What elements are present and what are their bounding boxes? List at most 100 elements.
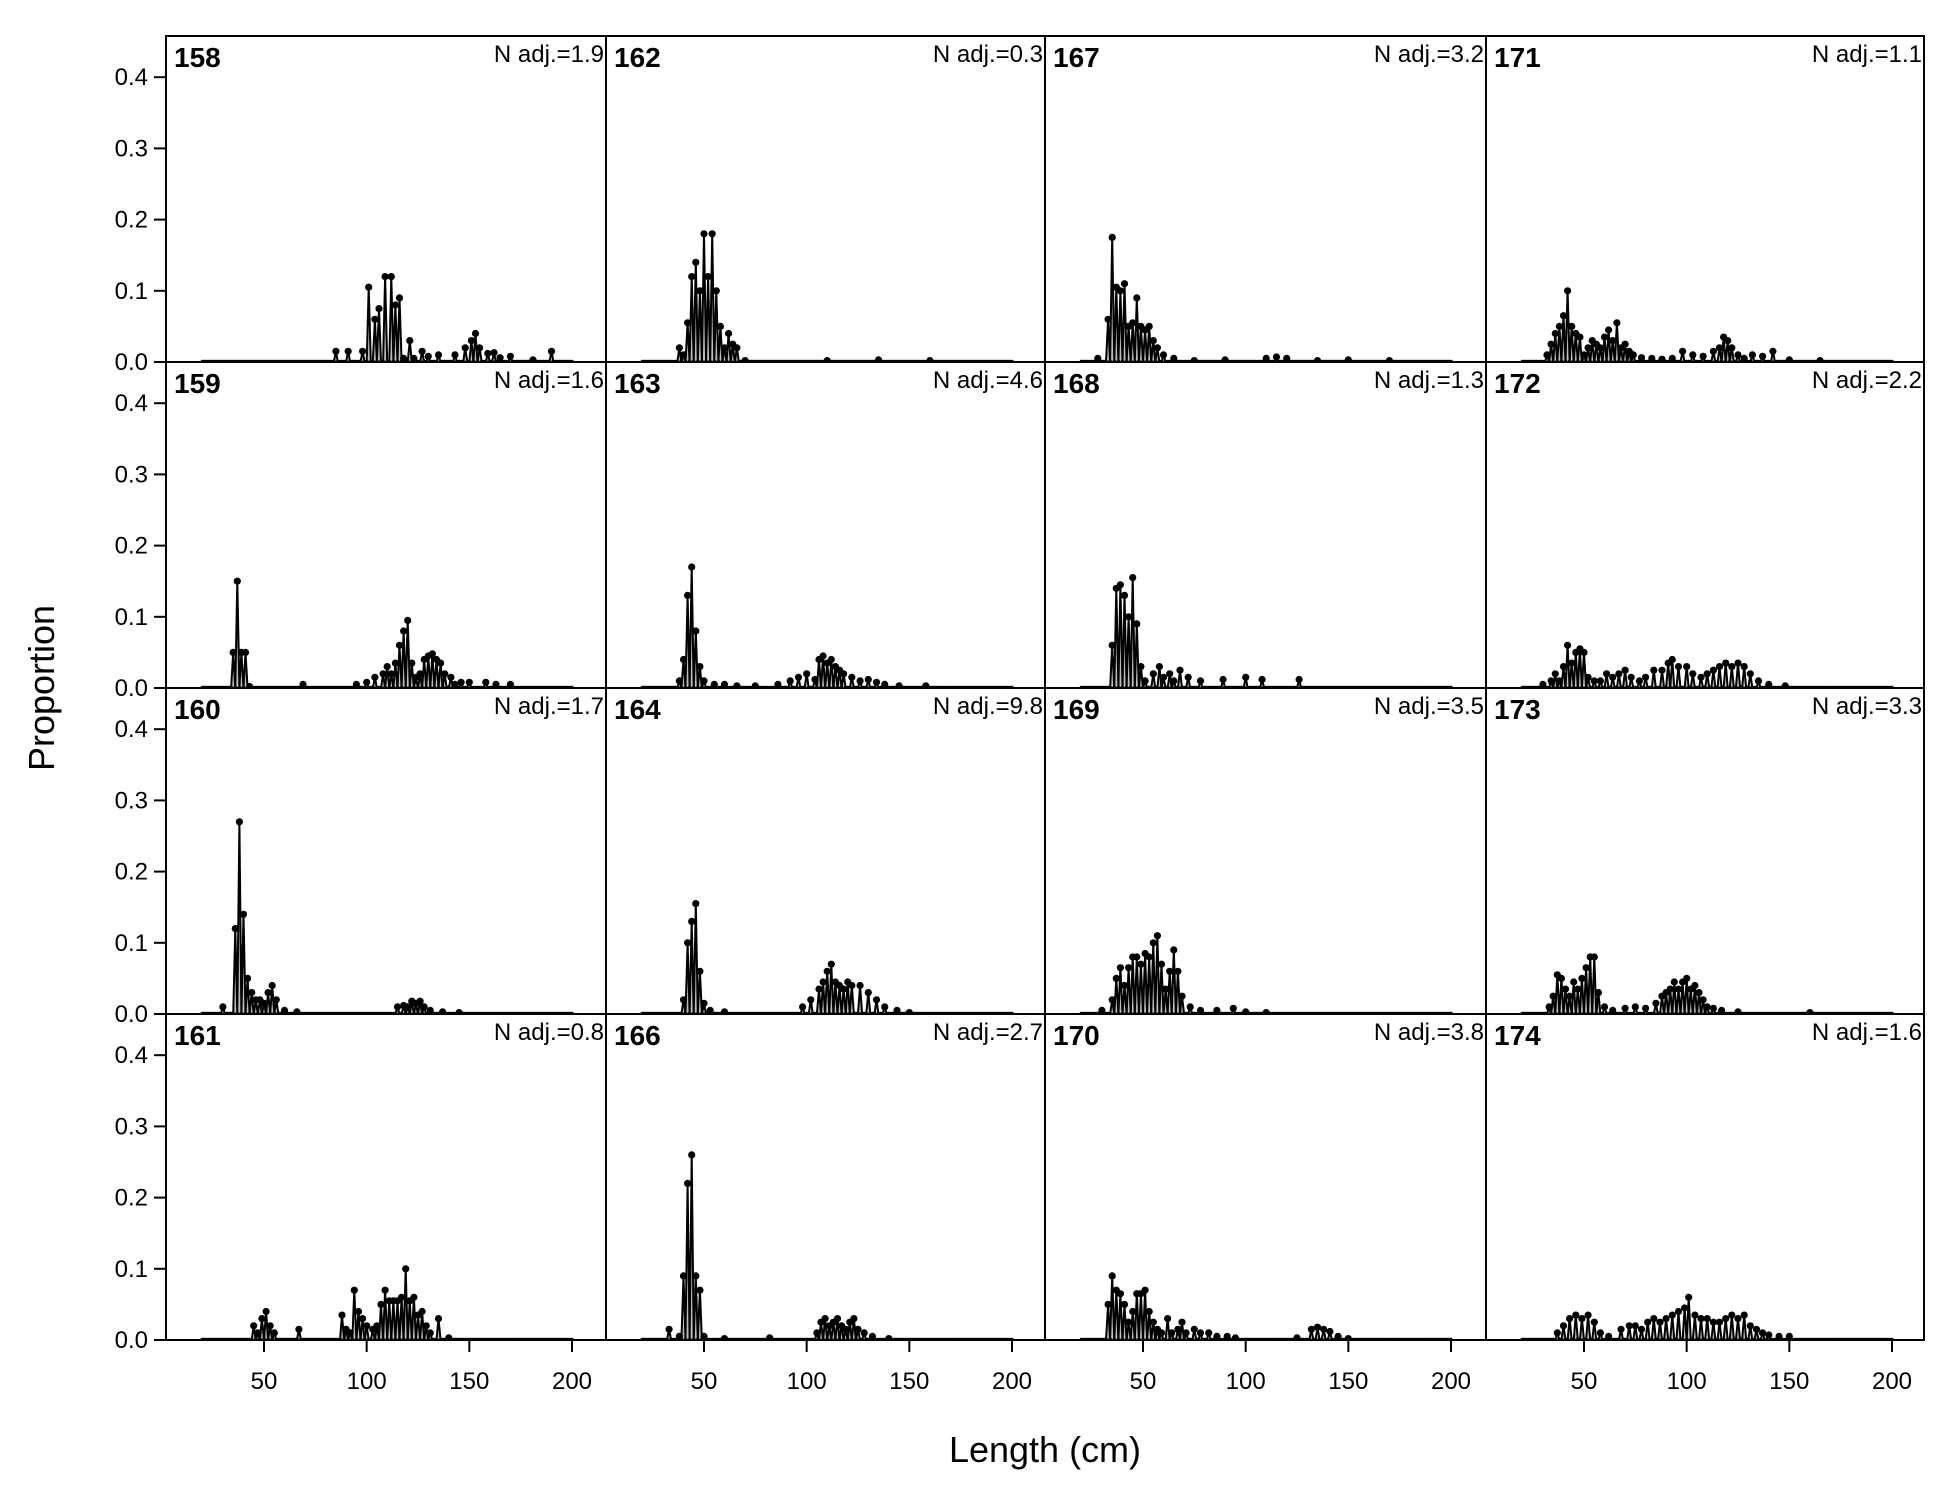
panel-n-adj: N adj.=3.8: [1374, 1019, 1484, 1046]
data-point: [1631, 1322, 1639, 1330]
data-point: [1186, 1003, 1194, 1011]
data-point: [1561, 985, 1570, 993]
panel-173: 173 N adj.=3.3: [1485, 687, 1925, 1015]
data-point: [1166, 967, 1174, 975]
data-point: [1590, 1337, 1595, 1340]
data-point: [1621, 666, 1629, 674]
panel-title: 163: [614, 368, 661, 399]
proportion-area: [1522, 290, 1892, 362]
panel-169: 169 N adj.=3.5: [1044, 687, 1487, 1015]
data-point: [1153, 1337, 1158, 1340]
data-point: [799, 1003, 807, 1011]
data-point: [1652, 999, 1660, 1007]
y-tick-label: 0.4: [115, 716, 148, 743]
data-point: [375, 305, 383, 313]
data-point: [1689, 670, 1697, 678]
y-tick-label: 0.4: [115, 390, 148, 417]
data-point: [428, 650, 436, 658]
panel-161: 161 N adj.=0.8: [165, 1013, 607, 1341]
data-point: [389, 1337, 394, 1340]
x-tick-label: 50: [691, 1368, 718, 1395]
data-point: [1182, 1329, 1190, 1337]
data-point: [422, 1337, 427, 1340]
data-point: [1644, 1318, 1652, 1326]
data-point: [363, 678, 371, 686]
data-point: [262, 1307, 270, 1316]
data-point: [1715, 1337, 1720, 1340]
data-point: [1609, 337, 1617, 345]
panel-frame: [1485, 361, 1925, 689]
data-point: [400, 627, 408, 635]
data-point: [260, 999, 268, 1007]
data-point: [1167, 1337, 1172, 1340]
data-point: [1116, 1337, 1121, 1340]
data-point: [708, 230, 716, 238]
data-point: [1120, 1337, 1125, 1340]
data-point: [1564, 641, 1572, 649]
x-tick-label: 100: [787, 1368, 827, 1395]
data-point: [827, 960, 835, 968]
data-point: [381, 273, 389, 281]
data-point: [371, 315, 379, 323]
data-point: [1153, 932, 1161, 940]
data-point: [1721, 1337, 1726, 1340]
data-point: [679, 655, 688, 664]
data-point: [1690, 1337, 1695, 1340]
data-point: [691, 1337, 696, 1340]
data-point: [1112, 1337, 1117, 1340]
data-point: [856, 677, 864, 685]
data-point: [413, 1337, 419, 1340]
y-tick-label: 0.3: [115, 787, 148, 814]
data-point: [1609, 673, 1617, 681]
data-point: [257, 1337, 263, 1340]
data-point: [249, 1337, 254, 1340]
data-point: [250, 1322, 258, 1330]
data-point: [482, 678, 490, 686]
data-point: [1557, 974, 1565, 983]
panel-title: 166: [614, 1020, 661, 1051]
data-point: [270, 1337, 275, 1340]
proportion-line: [642, 566, 1012, 688]
data-point: [1170, 677, 1178, 685]
data-point: [1163, 1337, 1168, 1340]
data-point: [825, 1337, 830, 1340]
data-point: [1596, 1329, 1604, 1337]
proportion-line: [642, 1154, 1012, 1340]
data-point: [268, 981, 276, 990]
data-point: [441, 670, 449, 678]
x-tick-label: 150: [889, 1368, 929, 1395]
data-point: [1584, 673, 1592, 681]
data-point: [1617, 1325, 1625, 1333]
data-point: [1129, 574, 1137, 582]
data-point: [1596, 344, 1604, 352]
data-point: [1107, 1337, 1113, 1340]
data-point: [856, 981, 864, 990]
panel-title: 171: [1494, 42, 1541, 73]
x-tick-label: 50: [251, 1368, 278, 1395]
data-point: [1184, 673, 1192, 681]
data-point: [688, 563, 696, 571]
data-point: [235, 818, 243, 826]
data-point: [1625, 1322, 1633, 1330]
data-point: [372, 1337, 378, 1340]
data-point: [1553, 1329, 1561, 1337]
data-point: [1129, 319, 1137, 327]
data-point: [1173, 1337, 1179, 1340]
data-point: [1635, 677, 1643, 685]
data-point: [1176, 666, 1184, 674]
data-point: [848, 673, 856, 681]
y-tick-label: 0.4: [115, 64, 148, 91]
data-point: [398, 1293, 406, 1301]
data-point: [365, 283, 373, 291]
data-point: [1752, 1337, 1757, 1340]
data-point: [1715, 663, 1724, 671]
proportion-line: [202, 821, 572, 1014]
data-point: [1740, 663, 1748, 671]
data-point: [362, 1337, 367, 1340]
data-point: [1709, 347, 1717, 355]
data-point: [1313, 1337, 1318, 1340]
y-tick-label: 0.3: [115, 135, 148, 162]
data-point: [1600, 333, 1609, 341]
data-point: [219, 1003, 227, 1011]
